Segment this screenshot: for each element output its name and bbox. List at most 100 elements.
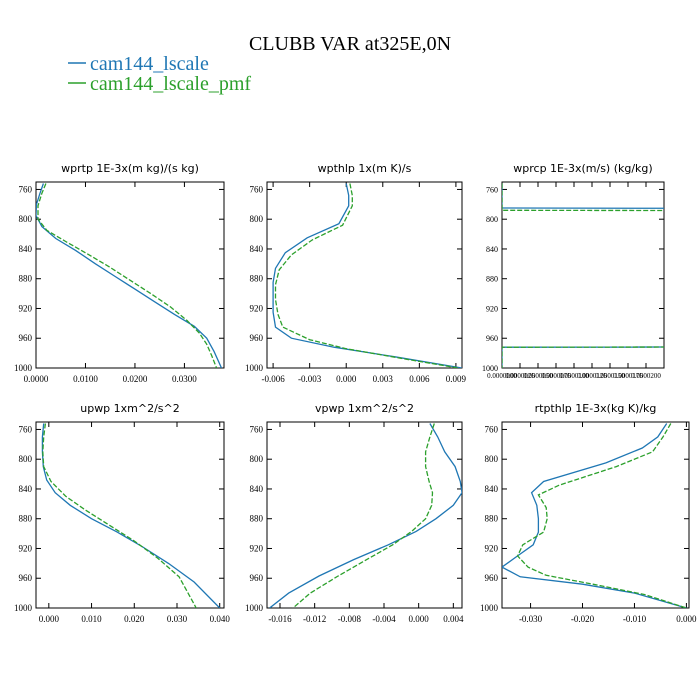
panel-title: rtpthlp 1E-3x(kg K)/kg: [535, 402, 657, 415]
x-tick-label: -0.012: [303, 614, 326, 624]
x-tick-label: 0.040: [210, 614, 231, 624]
y-tick-label: 960: [250, 333, 264, 343]
x-tick-label: 0.003: [373, 374, 394, 384]
panel-title: upwp 1xm^2/s^2: [80, 402, 180, 415]
y-tick-label: 840: [485, 484, 499, 494]
x-tick-label: 0.000: [409, 614, 430, 624]
series-line-lscale: [272, 183, 462, 368]
y-tick-label: 800: [19, 454, 33, 464]
x-tick-label: 0.020: [124, 614, 145, 624]
y-tick-label: 1000: [14, 603, 33, 613]
x-tick-label: 0.0000000: [487, 372, 517, 380]
y-tick-label: 1000: [14, 363, 33, 373]
x-tick-label: -0.010: [623, 614, 647, 624]
x-tick-label: 0.004: [443, 614, 464, 624]
y-tick-label: 1000: [482, 364, 498, 373]
y-tick-label: 920: [250, 303, 264, 313]
series-line-lscale: [502, 423, 687, 608]
series-line-lscale-pmf: [516, 423, 687, 608]
y-tick-label: 880: [486, 275, 498, 284]
y-tick-label: 760: [250, 424, 264, 434]
y-tick-label: 760: [485, 424, 499, 434]
x-tick-label: 0.0000075: [541, 372, 571, 380]
y-tick-label: 840: [250, 244, 264, 254]
panel-title: wpthlp 1x(m K)/s: [318, 162, 412, 175]
x-tick-label: 0.0000175: [613, 372, 643, 380]
x-tick-label: 0.030: [167, 614, 188, 624]
panels: wprtp 1E-3x(m kg)/(s kg) 0.0000 0.0100 0.02…: [14, 162, 697, 624]
series-line-lscale: [36, 183, 223, 368]
legend-label-lscale-pmf: cam144_lscale_pmf: [90, 73, 251, 95]
plot-frame: [35, 421, 225, 609]
x-tick-label: 0.000: [336, 374, 357, 384]
plot-frame: [35, 181, 225, 369]
x-tick-label: 0.0100: [73, 374, 98, 384]
y-tick-label: 840: [19, 244, 33, 254]
panel-title: wprtp 1E-3x(m kg)/(s kg): [61, 162, 199, 175]
y-tick-label: 960: [19, 333, 33, 343]
x-tick-label: 0.0000050: [523, 372, 553, 380]
x-tick-label: 0.0000100: [559, 372, 589, 380]
x-tick-label: 0.009: [446, 374, 467, 384]
y-tick-label: 800: [250, 454, 264, 464]
x-tick-label: -0.003: [298, 374, 322, 384]
panel-title: wprcp 1E-3x(m/s) (kg/kg): [513, 162, 652, 175]
series-line-lscale: [502, 183, 664, 368]
x-tick-label: 0.000: [39, 614, 60, 624]
y-tick-label: 960: [250, 573, 264, 583]
x-tick-label: 0.006: [409, 374, 430, 384]
legend-label-lscale: cam144_lscale: [90, 53, 209, 75]
x-tick-label: 0.0000125: [577, 372, 607, 380]
legend: cam144_lscale cam144_lscale_pmf: [68, 53, 251, 95]
y-tick-label: 880: [485, 514, 499, 524]
y-tick-label: 920: [486, 304, 498, 313]
y-tick-label: 960: [486, 334, 498, 343]
x-tick-label: 0.0300: [172, 374, 197, 384]
x-tick-label: -0.016: [268, 614, 292, 624]
chart-panel-5: rtpthlp 1E-3x(kg K)/kg -0.030 -0.020 -0.010…: [480, 402, 697, 624]
y-tick-label: 960: [485, 573, 499, 583]
x-tick-label: 0.0000150: [595, 372, 625, 380]
chart-panel-2: wprcp 1E-3x(m/s) (kg/kg)0.00000000.00000…: [482, 162, 665, 380]
series-line-lscale-pmf: [502, 183, 664, 368]
y-tick-label: 760: [19, 424, 33, 434]
y-tick-label: 880: [250, 514, 264, 524]
plot-frame: [266, 181, 463, 369]
x-tick-label: 0.0000200: [631, 372, 661, 380]
x-tick-label: 0.000: [676, 614, 697, 624]
panel-title: vpwp 1xm^2/s^2: [315, 402, 414, 415]
y-tick-label: 1000: [245, 363, 264, 373]
y-tick-label: 960: [19, 573, 33, 583]
y-tick-label: 840: [250, 484, 264, 494]
y-tick-label: 920: [19, 303, 33, 313]
y-tick-label: 880: [250, 274, 264, 284]
y-tick-label: 800: [486, 215, 498, 224]
series-line-lscale-pmf: [292, 423, 435, 608]
x-tick-label: 0.010: [81, 614, 102, 624]
plot-frame: [501, 181, 665, 369]
series-line-lscale: [269, 423, 462, 608]
x-tick-label: -0.004: [372, 614, 396, 624]
y-tick-label: 760: [19, 184, 33, 194]
y-tick-label: 840: [19, 484, 33, 494]
y-tick-label: 760: [486, 185, 498, 194]
y-tick-label: 840: [486, 245, 498, 254]
y-tick-label: 920: [250, 543, 264, 553]
figure-title: CLUBB VAR at325E,0N: [249, 33, 451, 55]
y-tick-label: 880: [19, 514, 33, 524]
y-tick-label: 760: [250, 184, 264, 194]
plot-frame: [266, 421, 463, 609]
x-tick-label: 0.0000025: [505, 372, 535, 380]
x-tick-label: -0.006: [261, 374, 285, 384]
series-line-lscale-pmf: [37, 183, 218, 368]
chart-panel-4: vpwp 1xm^2/s^2 -0.016 -0.012 -0.008 -0.004 0.…: [245, 402, 464, 624]
y-tick-label: 1000: [480, 603, 499, 613]
y-tick-label: 800: [250, 214, 264, 224]
x-tick-label: 0.0200: [123, 374, 148, 384]
chart-panel-1: wpthlp 1x(m K)/s -0.006 -0.003 0.000 0.003 0.…: [245, 162, 467, 384]
chart-panel-0: wprtp 1E-3x(m kg)/(s kg) 0.0000 0.0100 0.02…: [14, 162, 225, 384]
y-tick-label: 880: [19, 274, 33, 284]
series-line-lscale: [41, 423, 221, 608]
y-tick-label: 920: [485, 543, 499, 553]
